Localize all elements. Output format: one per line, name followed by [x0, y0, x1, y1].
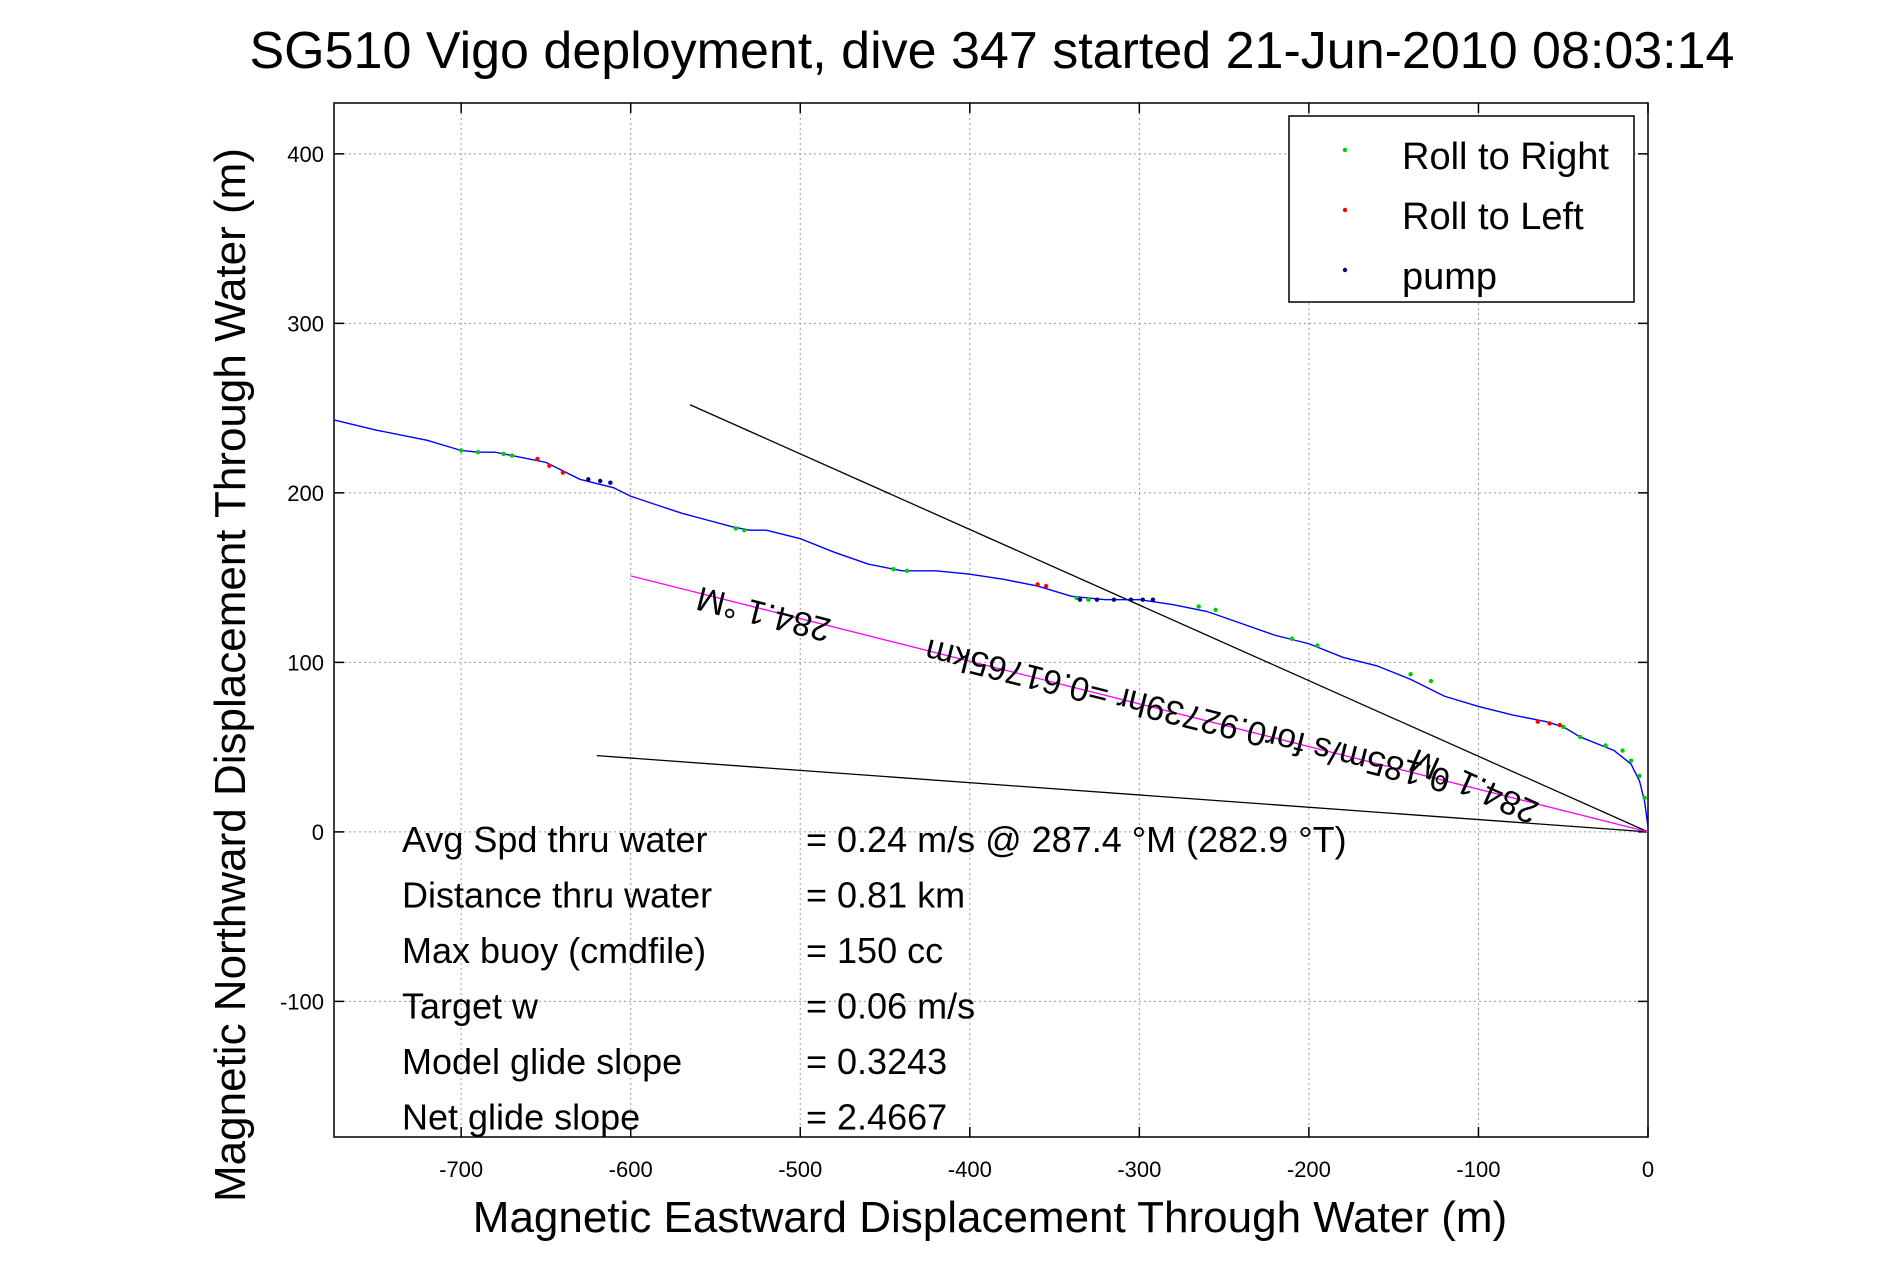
roll-left-marker — [1557, 722, 1563, 728]
x-axis-label: Magnetic Eastward Displacement Through W… — [473, 1193, 1507, 1242]
heading-line — [630, 575, 1649, 833]
roll-left-marker — [1035, 582, 1040, 587]
roll-left-marker — [560, 470, 566, 475]
y-axis-label: Magnetic Northward Displacement Through … — [206, 148, 255, 1202]
roll-right-marker — [1577, 734, 1583, 740]
plot-frame — [333, 102, 1649, 1138]
y-tick-label: 200 — [287, 481, 324, 506]
y-tick-label: -100 — [280, 989, 324, 1014]
grid — [334, 103, 1648, 1137]
stat-label: Net glide slope — [402, 1097, 640, 1138]
x-tick-label: -600 — [609, 1157, 653, 1182]
x-tick-label: -500 — [778, 1157, 822, 1182]
data-layer — [333, 404, 1649, 833]
legend-marker — [1342, 207, 1348, 213]
stat-label: Distance thru water — [402, 875, 712, 916]
roll-right-marker — [501, 451, 506, 457]
roll-left-marker — [1547, 721, 1552, 726]
legend-marker — [1342, 147, 1348, 153]
pump-marker — [1128, 597, 1134, 602]
chart-title: SG510 Vigo deployment, dive 347 started … — [250, 22, 1735, 80]
roll-left-marker — [1535, 719, 1540, 724]
roll-right-marker — [1074, 595, 1079, 601]
y-tick-label: 0 — [312, 820, 324, 845]
roll-left-marker — [547, 463, 552, 468]
roll-right-marker — [1628, 758, 1634, 763]
roll-right-marker — [458, 448, 464, 453]
roll-right-marker — [891, 566, 896, 572]
roll-right-marker — [1213, 607, 1218, 613]
roll-right-marker — [1642, 795, 1647, 801]
stat-value: = 0.24 m/s @ 287.4 °M (282.9 °T) — [806, 819, 1347, 860]
roll-left-marker — [535, 456, 540, 462]
roll-right-marker — [733, 526, 739, 531]
y-tick-label: 400 — [287, 142, 324, 167]
roll-right-marker — [1315, 643, 1320, 648]
roll-right-marker — [1196, 604, 1201, 609]
roll-right-marker — [1620, 748, 1625, 753]
roll-right-marker — [1603, 743, 1608, 748]
pump-marker — [1094, 597, 1100, 602]
legend-label: Roll to Left — [1402, 196, 1584, 238]
stat-label: Avg Spd thru water — [402, 819, 708, 860]
roll-right-marker — [1428, 678, 1434, 684]
y-tick-label: 100 — [287, 650, 324, 675]
roll-right-marker — [475, 449, 481, 455]
ticks: -700 -600 -500 -400 -300 -200 -100 0 -100 0 100 200… — [280, 103, 1654, 1182]
pump-marker — [586, 477, 591, 482]
x-tick-label: -300 — [1117, 1157, 1161, 1182]
roll-right-marker — [1289, 636, 1295, 641]
legend-label: Roll to Right — [1402, 136, 1609, 178]
stat-value: = 0.06 m/s — [806, 986, 975, 1027]
stat-value: = 0.81 km — [806, 875, 965, 916]
legend: Roll to Right Roll to Left pump — [1288, 115, 1635, 303]
roll-right-marker — [1086, 597, 1091, 602]
wind-line — [596, 754, 1649, 833]
stat-value: = 150 cc — [806, 930, 943, 971]
roll-left-marker — [1043, 583, 1049, 589]
stats-block: Avg Spd thru water = 0.24 m/s @ 287.4 °M … — [402, 819, 1347, 1138]
pump-marker — [1111, 597, 1117, 602]
stat-value: = 0.3243 — [806, 1041, 947, 1082]
x-tick-label: 0 — [1642, 1157, 1654, 1182]
pump-marker — [1140, 597, 1145, 602]
x-tick-label: -400 — [948, 1157, 992, 1182]
roll-right-marker — [509, 453, 515, 458]
roll-right-marker — [904, 568, 910, 574]
stat-label: Target w — [402, 986, 539, 1027]
stat-label: Model glide slope — [402, 1041, 682, 1082]
roll-right-marker — [1637, 773, 1642, 779]
roll-right-marker — [1408, 672, 1413, 677]
pump-marker — [1077, 597, 1083, 602]
stat-value: = 2.4667 — [806, 1097, 947, 1138]
pump-marker — [1150, 597, 1156, 602]
x-tick-label: -200 — [1287, 1157, 1331, 1182]
stat-label: Max buoy (cmdfile) — [402, 930, 706, 971]
legend-marker — [1342, 267, 1348, 273]
x-tick-label: -700 — [439, 1157, 483, 1182]
roll-right-marker — [742, 527, 747, 533]
legend-label: pump — [1402, 256, 1497, 298]
pump-marker — [597, 478, 603, 484]
y-tick-label: 300 — [287, 311, 324, 336]
current-line — [689, 404, 1649, 833]
x-tick-label: -100 — [1456, 1157, 1500, 1182]
roll-right-marker — [1561, 724, 1566, 729]
pump-marker — [608, 480, 613, 485]
